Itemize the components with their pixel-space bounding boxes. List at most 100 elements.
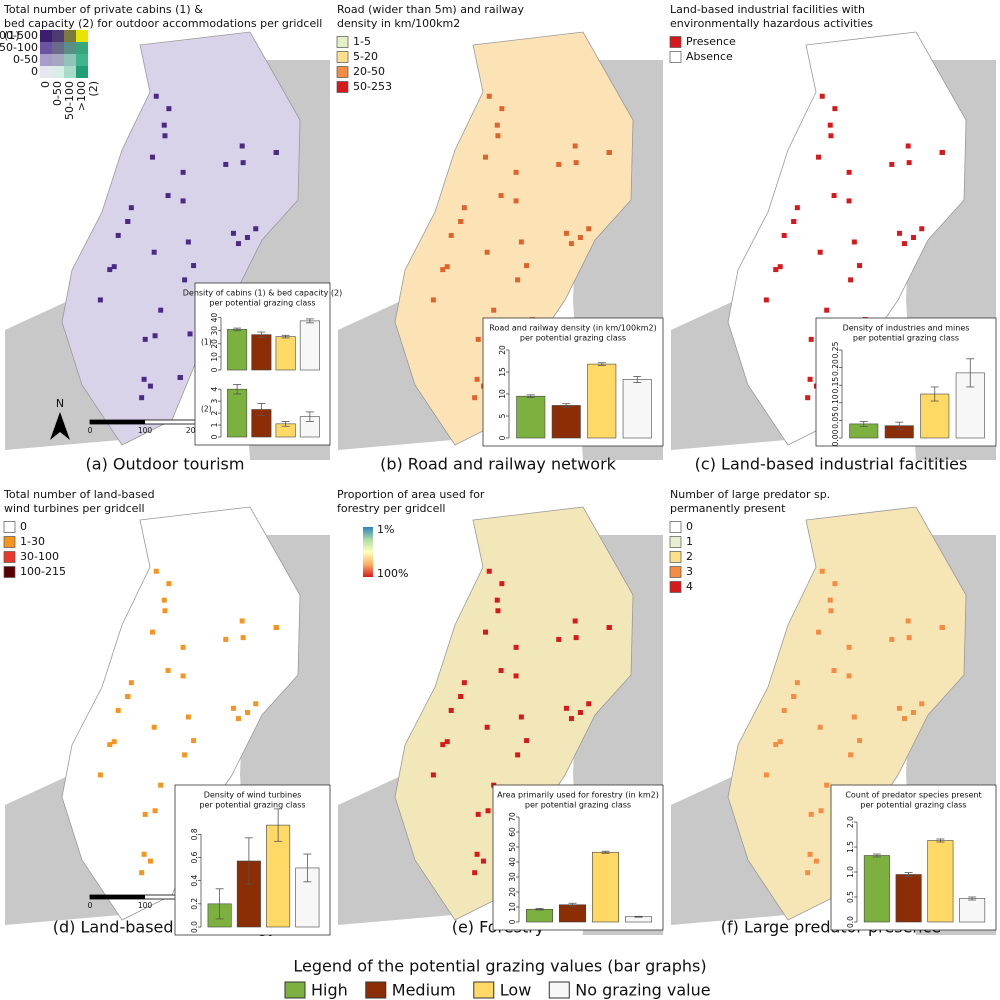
map-cell xyxy=(484,724,490,730)
matrix-cell xyxy=(52,66,64,78)
y-tick-label: 20 xyxy=(210,339,219,349)
y-tick-label: 5 xyxy=(498,413,507,418)
map-cell xyxy=(147,858,153,864)
map-cell xyxy=(162,133,168,139)
map-cell xyxy=(848,277,854,283)
north-label: N xyxy=(56,397,64,410)
legend-label: 1% xyxy=(377,523,394,536)
map-cell xyxy=(524,263,530,269)
map-cell xyxy=(444,739,450,745)
y-tick-label: 40 xyxy=(210,313,219,323)
map-cell xyxy=(828,133,834,139)
map-cell xyxy=(115,232,121,238)
inset-subtitle: per potential grazing class xyxy=(525,801,631,810)
legend-swatch xyxy=(669,581,682,593)
error-bar xyxy=(568,902,577,907)
map-cell xyxy=(515,277,521,283)
matrix-col-label: 0-50 xyxy=(51,81,64,106)
inset-title: Count of predator species present xyxy=(845,791,981,800)
map-cell xyxy=(910,235,916,241)
legend-label: 2 xyxy=(686,550,693,563)
legend-swatch xyxy=(669,51,682,63)
map-cell xyxy=(901,716,907,722)
y-tick-label: 1 xyxy=(210,422,219,427)
map-cell xyxy=(556,161,562,167)
bar xyxy=(959,898,986,923)
map-cell xyxy=(458,219,464,224)
map-cell xyxy=(483,154,489,160)
legend-label: High xyxy=(311,981,348,1000)
map-cell xyxy=(158,307,164,313)
scale-bar xyxy=(90,420,145,424)
map-cell xyxy=(586,701,592,707)
map-cell xyxy=(827,122,833,128)
inset-subtitle: per potential grazing class xyxy=(853,334,959,343)
map-cell xyxy=(240,635,246,641)
map-cell xyxy=(791,694,797,699)
map-cell xyxy=(235,716,241,722)
map-cell xyxy=(152,808,158,814)
scale-bar xyxy=(90,895,145,899)
matrix-cell xyxy=(76,42,88,54)
map-cell xyxy=(223,161,229,167)
legend-swatch xyxy=(3,521,16,533)
map-cell xyxy=(791,219,797,224)
map-cell xyxy=(472,870,478,876)
map-cell xyxy=(165,668,171,674)
legend-swatch xyxy=(473,981,495,999)
matrix-cell xyxy=(64,42,76,54)
map-cell xyxy=(857,738,863,744)
bar xyxy=(516,395,546,439)
legend-swatch xyxy=(284,981,306,999)
map-cell xyxy=(191,263,197,269)
legend-label: 30-100 xyxy=(20,550,59,563)
legend-swatch xyxy=(336,81,349,93)
map-area xyxy=(727,506,967,921)
y-tick-label: 40 xyxy=(508,857,517,867)
map-cell xyxy=(480,858,486,864)
map-cell xyxy=(150,154,156,160)
bar xyxy=(227,329,248,371)
map-cell xyxy=(162,608,168,614)
map-cell xyxy=(824,782,830,788)
map-cell xyxy=(781,232,787,238)
matrix-row-label: 0 xyxy=(31,65,38,78)
y-tick-label: 30 xyxy=(210,326,219,336)
error-bar xyxy=(966,358,975,388)
map-cell xyxy=(573,160,579,166)
legend-label: No grazing value xyxy=(575,981,710,1000)
map-cell xyxy=(846,644,852,650)
inset-subtitle: per potential grazing class xyxy=(860,801,966,810)
y-tick-label: 0.00 xyxy=(831,429,840,446)
map-cell xyxy=(107,267,113,273)
map-cell xyxy=(846,673,852,679)
map-cell xyxy=(832,106,838,112)
map-cell xyxy=(273,150,279,155)
y-tick-label: 15 xyxy=(498,367,507,377)
map-cell xyxy=(524,738,530,744)
map-cell xyxy=(827,597,833,603)
matrix-col-label: 50-100 xyxy=(63,81,76,120)
map-cell xyxy=(805,395,811,401)
map-area xyxy=(394,506,634,921)
map-area xyxy=(61,31,301,446)
scale-label: 0 xyxy=(88,901,93,910)
y-tick-label: 0.4 xyxy=(190,874,199,886)
map-cell xyxy=(846,198,852,204)
legend-title: Proportion of area used for xyxy=(337,488,485,501)
y-tick-label: 20 xyxy=(508,887,517,897)
map-cell xyxy=(808,811,814,817)
error-bar xyxy=(257,331,266,338)
matrix-cell xyxy=(40,66,52,78)
bar xyxy=(591,851,619,923)
legend-label: 1-5 xyxy=(353,35,371,48)
map-cell xyxy=(440,742,446,748)
error-bar xyxy=(859,421,868,427)
y-tick-label: 0.0 xyxy=(190,921,199,933)
map-cell xyxy=(577,235,583,241)
map-cell xyxy=(239,618,245,624)
bar xyxy=(275,336,296,371)
map-cell xyxy=(448,232,454,238)
y-tick-label: 2.0 xyxy=(846,816,855,828)
error-bar xyxy=(936,838,945,843)
